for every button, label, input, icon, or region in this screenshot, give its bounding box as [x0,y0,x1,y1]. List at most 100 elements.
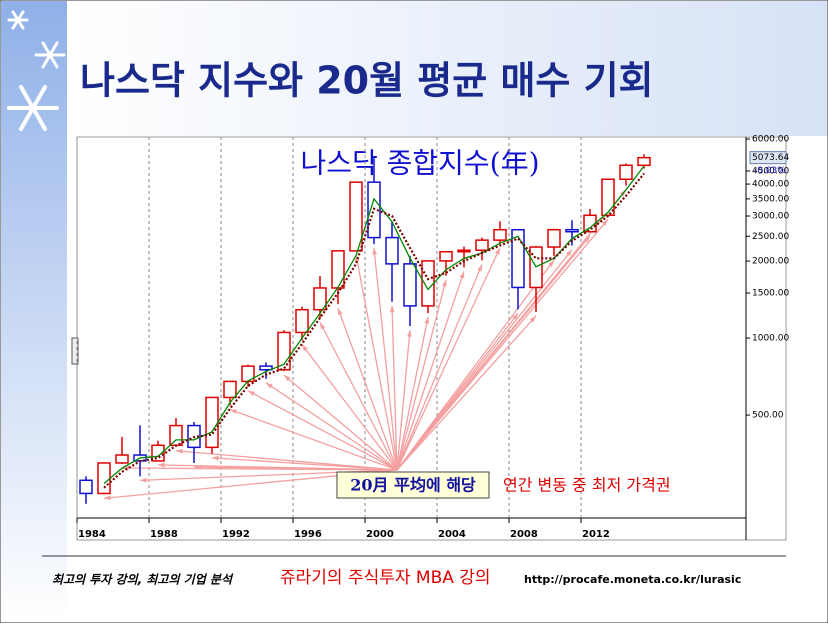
pointer-arrow [391,305,398,471]
candle-body [97,462,111,495]
x-tick-label: 1988 [150,529,178,540]
slide-title: 나스닥 지수와 20월 평균 매수 기회 [80,59,654,103]
pointer-arrow [373,247,398,471]
arrow-head [583,235,590,243]
arrow-head [495,247,500,255]
y-tick-label: 1000.00 [752,334,789,344]
candle-body [583,214,597,233]
arrow-head [548,260,554,267]
pointer-arrow [247,390,398,471]
moving-average [103,172,645,489]
pointer-arrow [396,315,537,471]
pointer-arrow [396,271,465,471]
pointer-arrow [396,218,609,471]
candle-body [457,249,471,253]
pointer-arrow [319,322,398,471]
arrow-head [529,315,536,323]
title-band [67,1,827,136]
candle-body [637,156,651,167]
arrow-head [337,308,343,316]
pointer-arrow [396,264,483,471]
snowflakes [7,10,66,131]
side-strip [1,1,67,622]
arrow-head [158,462,165,468]
y-tick-label: 3000.00 [752,212,789,222]
x-tick-label: 1996 [294,529,322,540]
arrow-head [477,264,482,272]
footer-left: 최고의 투자 강의, 최고의 기업 분석 [52,573,234,587]
candle-body [547,228,561,248]
arrow-head [284,375,291,382]
arrow-head [601,219,608,226]
pointer-arrow [396,247,501,471]
footer-center: 쥬라기의 주식투자 MBA 강의 [280,568,491,588]
candle-body [565,228,579,233]
candle-body [385,236,399,265]
arrow-head [320,322,326,330]
candle-body [601,178,615,217]
arrow-head [248,390,255,397]
pointer-arrow [396,279,447,471]
candle-body [79,479,93,495]
arrow-head [302,344,308,352]
candle-body [403,263,417,307]
pointer-arrow [355,254,398,471]
arrow-head [407,330,412,337]
x-tick-label: 2004 [438,529,466,540]
candle-body [511,228,525,289]
y-tick-label: 1500.00 [752,289,789,299]
candle-body [475,239,489,251]
y-tick-label: 2500.00 [752,232,789,242]
arrow-head [230,409,237,415]
candle-body [439,251,453,262]
pointer-arrow [396,259,555,471]
candle-body [331,250,345,289]
pointer-arrow [337,307,398,471]
y-tick-label: 2000.00 [752,257,789,267]
candle-body [619,164,633,181]
chart-title: 나스닥 종합지수(年) [300,147,539,180]
pointer-arrow [193,466,398,471]
y-tick-label: 500.00 [752,411,784,421]
annotation: 연간 변동 중 최저 가격권 [503,476,671,495]
x-tick-label: 2012 [582,529,610,540]
pointer-arrow [396,316,429,471]
arrow-head [140,477,147,483]
arrow-head [104,495,111,501]
arrow-head [512,313,518,321]
annotation-box [336,471,490,499]
arrow-head [566,249,572,257]
x-tick-label: 2000 [366,529,394,540]
pointer-arrow [283,374,398,471]
candle-body [169,424,183,447]
candle-body [295,308,309,334]
candle-body [205,396,219,449]
pointer-arrow [265,382,398,471]
arrow-head [442,279,447,287]
annotation: 20月 平均에 해당 [350,476,476,495]
arrow-head [424,317,430,324]
arrow-head [212,455,219,461]
pointer-arrow [229,408,398,471]
last-value-box [749,151,787,165]
arrow-head [459,271,465,279]
pointer-arrow [301,344,398,471]
y-tick-label: 6000.00 [752,135,789,145]
pointer-arrow [396,189,627,471]
scroll-handle [71,337,79,365]
y-tick-label: 4000.00 [752,180,789,190]
arrow-head [176,448,183,454]
candle-body [313,287,327,311]
x-tick-label: 1992 [222,529,250,540]
candle-body [115,454,129,464]
x-tick-label: 1984 [78,529,106,540]
pointer-arrow [211,457,398,471]
arrow-head [372,248,378,255]
pointer-arrow [396,330,411,471]
last-value-label: 5073.64 [752,153,789,163]
candle-body [493,228,507,241]
candle-body [259,365,273,371]
y-tick-label: 4500.00 [752,166,789,176]
arrow-head [389,305,395,313]
